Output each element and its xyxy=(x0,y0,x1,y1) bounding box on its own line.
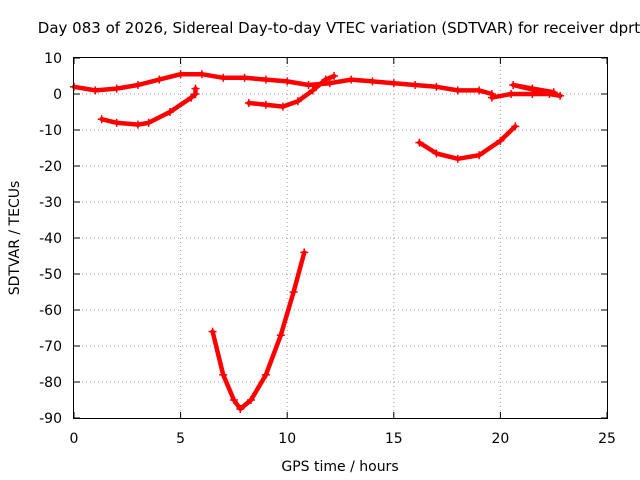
data-point xyxy=(236,405,245,413)
data-point xyxy=(261,100,270,109)
data-point xyxy=(219,370,228,379)
data-point xyxy=(330,72,339,80)
data-point xyxy=(278,102,287,111)
data-point xyxy=(487,93,496,102)
series-segment-1 xyxy=(71,71,495,97)
data-point xyxy=(246,396,255,404)
data-point xyxy=(97,115,106,124)
data-point xyxy=(411,81,420,89)
data-point xyxy=(347,75,356,84)
data-point xyxy=(165,108,174,116)
data-point xyxy=(528,84,537,93)
data-point xyxy=(325,79,334,88)
data-point xyxy=(133,120,142,129)
x-tick-label: 0 xyxy=(70,431,79,447)
y-tick-label: -30 xyxy=(39,195,62,211)
data-point xyxy=(545,90,554,98)
data-point xyxy=(244,99,253,107)
series-segment-4 xyxy=(210,250,307,412)
plot-frame xyxy=(73,57,608,419)
data-point xyxy=(475,86,484,95)
data-point xyxy=(229,396,238,404)
x-axis-label: GPS time / hours xyxy=(281,459,398,475)
y-tick-label: -90 xyxy=(39,411,62,427)
series-segment-5 xyxy=(417,124,518,162)
data-point xyxy=(91,86,100,95)
data-point xyxy=(219,73,228,82)
data-point xyxy=(415,138,424,147)
data-point xyxy=(475,151,484,160)
y-tick-label: -70 xyxy=(39,339,62,355)
data-point xyxy=(556,91,565,100)
y-tick-label: -50 xyxy=(39,267,62,283)
x-tick-label: 10 xyxy=(278,431,296,447)
x-tick-label: 20 xyxy=(491,431,509,447)
data-point xyxy=(261,370,270,379)
data-point xyxy=(144,118,153,127)
y-tick-label: -20 xyxy=(39,159,62,175)
data-point xyxy=(197,70,206,79)
data-point xyxy=(155,75,164,84)
data-point xyxy=(511,122,520,131)
data-point xyxy=(300,248,309,257)
y-tick-label: -40 xyxy=(39,231,62,247)
data-point xyxy=(283,77,292,86)
data-point xyxy=(496,136,505,145)
data-point xyxy=(432,149,441,158)
data-point xyxy=(112,84,121,93)
x-axis-ticks: 0 5 10 15 20 25 xyxy=(70,58,616,447)
data-point xyxy=(289,288,298,296)
data-point xyxy=(389,79,398,88)
data-point xyxy=(293,97,302,106)
data-point xyxy=(453,86,462,95)
data-point xyxy=(208,327,217,336)
data-point xyxy=(432,82,441,91)
x-tick-label: 25 xyxy=(598,431,616,447)
y-tick-label: 0 xyxy=(53,87,62,103)
data-point xyxy=(191,84,200,93)
x-tick-label: 15 xyxy=(385,431,403,447)
y-axis-ticks: 10 0 -10 -20 -30 -40 -50 -60 -70 -80 -90 xyxy=(39,51,607,427)
chart-title: Day 083 of 2026, Sidereal Day-to-day VTE… xyxy=(38,19,640,37)
y-tick-label: -80 xyxy=(39,375,62,391)
data-point xyxy=(308,86,317,95)
grid xyxy=(74,58,607,418)
y-tick-label: 10 xyxy=(44,51,62,67)
data-point xyxy=(321,75,330,84)
data-point xyxy=(509,81,518,89)
data-point xyxy=(133,81,142,89)
data-point xyxy=(549,88,558,97)
data-point xyxy=(304,81,313,89)
data-point xyxy=(176,70,185,79)
y-axis-label: SDTVAR / TECUs xyxy=(7,181,23,296)
data-point xyxy=(507,90,516,98)
data-point xyxy=(276,331,285,340)
data-point xyxy=(240,73,249,82)
data-series xyxy=(70,70,565,413)
data-point xyxy=(261,75,270,84)
data-point xyxy=(453,154,462,163)
y-tick-label: -60 xyxy=(39,303,62,319)
y-tick-label: -10 xyxy=(39,123,62,139)
data-point xyxy=(368,77,377,86)
data-point xyxy=(187,93,196,102)
data-point xyxy=(112,118,121,127)
x-tick-label: 5 xyxy=(176,431,185,447)
